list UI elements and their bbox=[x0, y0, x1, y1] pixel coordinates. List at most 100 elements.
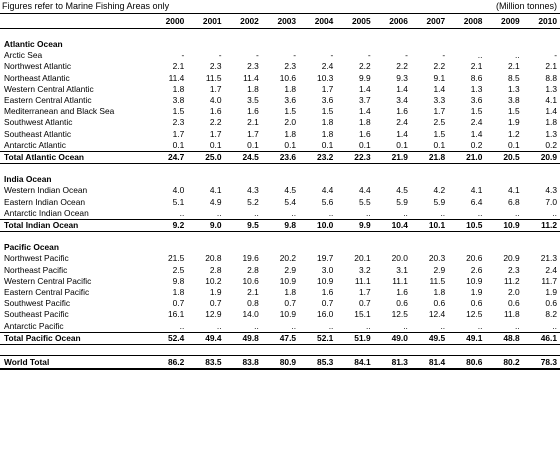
caption-units: (Million tonnes) bbox=[495, 1, 557, 11]
value-cell: 6.4 bbox=[470, 196, 483, 207]
year-header: 2008 bbox=[448, 13, 486, 29]
value-cell: 52.1 bbox=[299, 331, 337, 346]
table-row: Northeast Pacific 2.5 2.8 2.8 2.9 3.0 3.2 3.1 2.… bbox=[0, 265, 560, 276]
value-cell: 11.1 bbox=[392, 275, 408, 286]
row-label: Arctic Sea bbox=[4, 50, 43, 61]
value-cell: .. bbox=[365, 207, 371, 218]
value-cell: 0.7 bbox=[172, 298, 185, 309]
value-cell: 1.9 bbox=[508, 117, 520, 128]
section-title: India Ocean bbox=[4, 174, 52, 185]
row-label: Southwest Atlantic bbox=[4, 117, 73, 128]
value-cell: 0.6 bbox=[470, 298, 483, 309]
value-cell: .. bbox=[440, 207, 446, 218]
value-cell: 10.5 bbox=[448, 219, 486, 233]
header-blank bbox=[0, 13, 151, 29]
value-cell: 24.5 bbox=[224, 151, 262, 165]
value-cell: 4.3 bbox=[247, 185, 259, 196]
value-cell: 0.6 bbox=[508, 298, 520, 309]
value-cell: 1.4 bbox=[396, 128, 408, 139]
value-cell: 1.8 bbox=[433, 287, 446, 298]
value-cell: 1.5 bbox=[321, 106, 334, 117]
table-row: Northeast Atlantic 11.4 11.5 11.4 10.6 10.3 9.… bbox=[0, 73, 560, 84]
value-cell: 1.8 bbox=[545, 117, 557, 128]
value-cell: .. bbox=[216, 207, 222, 218]
value-cell: 10.4 bbox=[373, 219, 411, 233]
value-cell: 86.2 bbox=[150, 355, 188, 371]
value-cell: 2.0 bbox=[284, 117, 297, 128]
value-cell: 1.6 bbox=[321, 287, 334, 298]
value-cell: 1.4 bbox=[396, 83, 408, 94]
value-cell: 1.7 bbox=[358, 287, 371, 298]
value-cell: 9.8 bbox=[261, 219, 300, 233]
value-cell: 14.0 bbox=[242, 309, 259, 320]
value-cell: 3.6 bbox=[470, 95, 483, 106]
value-cell: 49.8 bbox=[224, 331, 262, 346]
value-cell: .. bbox=[403, 320, 408, 331]
value-cell: 51.9 bbox=[336, 331, 374, 346]
value-cell: 1.8 bbox=[172, 83, 185, 94]
value-cell: 11.2 bbox=[522, 219, 560, 233]
value-cell: 4.5 bbox=[284, 185, 297, 196]
value-cell: 3.6 bbox=[321, 95, 334, 106]
value-cell: 80.2 bbox=[485, 355, 523, 371]
value-cell: 9.0 bbox=[187, 219, 225, 233]
value-cell: 1.5 bbox=[433, 128, 446, 139]
value-cell: 2.2 bbox=[209, 117, 222, 128]
value-cell: 5.9 bbox=[433, 196, 446, 207]
section-total-row: Total Pacific Ocean 52.4 49.4 49.8 47.5 52.1 5… bbox=[0, 331, 560, 346]
table-row: Eastern Central Pacific 1.8 1.9 2.1 1.8 1.6 1.… bbox=[0, 287, 560, 298]
value-cell: 2.2 bbox=[396, 61, 408, 72]
value-cell: 11.4 bbox=[243, 72, 259, 83]
year-header: 2000 bbox=[150, 13, 188, 29]
value-cell: 20.1 bbox=[354, 253, 371, 264]
value-cell: 2.5 bbox=[172, 264, 185, 275]
year-header: 2006 bbox=[373, 13, 411, 29]
table-row: Southwest Atlantic 2.3 2.2 2.1 2.0 1.8 1.8 2.4 2… bbox=[0, 117, 560, 128]
value-cell: 11.4 bbox=[168, 72, 185, 83]
value-cell: 2.3 bbox=[247, 61, 259, 72]
table-row: Southwest Pacific 0.7 0.7 0.8 0.7 0.7 0.7 0.6 0.… bbox=[0, 298, 560, 309]
value-cell: 9.3 bbox=[396, 72, 408, 83]
value-cell: - bbox=[293, 50, 297, 61]
value-cell: 4.0 bbox=[172, 185, 185, 196]
value-cell: 7.0 bbox=[545, 196, 557, 207]
section-header-row: India Ocean bbox=[0, 174, 560, 185]
value-cell: 20.9 bbox=[522, 151, 560, 165]
value-cell: 1.6 bbox=[209, 106, 222, 117]
value-cell: 5.1 bbox=[172, 196, 185, 207]
value-cell: 20.2 bbox=[279, 253, 297, 264]
value-cell: 8.5 bbox=[508, 72, 520, 83]
year-header: 2001 bbox=[187, 13, 225, 29]
value-cell: 9.9 bbox=[336, 219, 374, 233]
value-cell: 80.6 bbox=[448, 355, 486, 371]
spacer-row bbox=[0, 29, 560, 40]
table-row: Arctic Sea - - - - - - - -.... - bbox=[0, 50, 560, 61]
row-label: Eastern Central Pacific bbox=[4, 287, 90, 298]
value-cell: 3.7 bbox=[358, 95, 371, 106]
value-cell: 81.3 bbox=[373, 355, 411, 371]
value-cell: - bbox=[256, 50, 259, 61]
value-cell: 20.0 bbox=[391, 253, 408, 264]
value-cell: 0.8 bbox=[247, 298, 259, 309]
value-cell: 46.1 bbox=[522, 331, 560, 346]
row-label: Total Pacific Ocean bbox=[0, 331, 151, 346]
value-cell: - bbox=[367, 50, 371, 61]
table-row: Western Central Atlantic 1.8 1.7 1.8 1.8 1.7 1… bbox=[0, 84, 560, 95]
value-cell: 4.5 bbox=[396, 185, 408, 196]
value-cell: 1.8 bbox=[172, 287, 185, 298]
table-row: Western Central Pacific 9.8 10.2 10.6 10.9 10… bbox=[0, 276, 560, 287]
value-cell: 2.1 bbox=[508, 61, 520, 72]
value-cell: .. bbox=[515, 320, 520, 331]
value-cell: 10.3 bbox=[317, 72, 334, 83]
value-cell: 2.3 bbox=[172, 117, 185, 128]
value-cell: .. bbox=[179, 207, 185, 218]
row-label: Northwest Atlantic bbox=[4, 61, 72, 72]
value-cell: 2.3 bbox=[284, 61, 297, 72]
value-cell: 10.9 bbox=[485, 219, 523, 233]
table-row: Mediterranean and Black Sea 1.5 1.6 1.6 1.5 1… bbox=[0, 106, 560, 117]
year-header: 2010 bbox=[522, 13, 560, 29]
row-label: Northwest Pacific bbox=[4, 253, 69, 264]
value-cell: 1.7 bbox=[321, 83, 334, 94]
value-cell: 12.5 bbox=[391, 309, 408, 320]
